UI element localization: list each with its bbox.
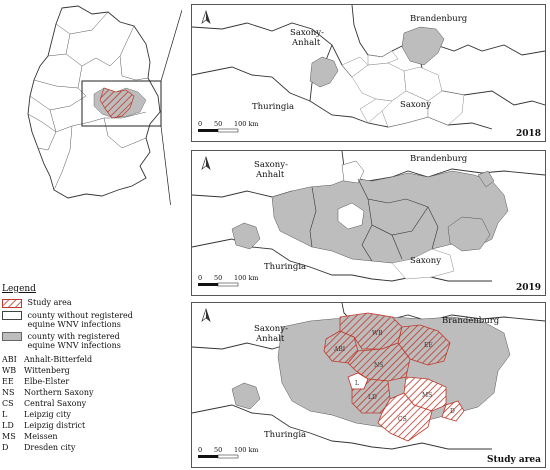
svg-text:0: 0 [198, 446, 202, 454]
svg-text:100 km: 100 km [234, 120, 259, 128]
overview-extent-frame [81, 80, 162, 127]
legend-item-study-area: Study area [2, 298, 72, 308]
label-saxony-anhalt-1: Saxony- [254, 160, 288, 170]
grey-county-west [231, 382, 261, 410]
grey-county-swatch [2, 332, 22, 341]
label-saxony-anhalt-1: Saxony- [254, 324, 288, 334]
map-panel-2018: Saxony- Anhalt Brandenburg Thuringia Sax… [191, 4, 546, 142]
abbr-ee: EE Elbe-Elster [2, 377, 70, 386]
svg-text:50: 50 [214, 120, 222, 128]
legend-label-grey-1: county with registered [27, 332, 120, 341]
germany-overview-map [27, 5, 182, 205]
white-county-swatch [2, 311, 22, 320]
label-cs: CS [398, 416, 407, 423]
legend-label-grey-2: equine WNV infections [27, 341, 121, 350]
svg-text:100 km: 100 km [234, 274, 259, 282]
legend-label-white-2: equine WNV infections [27, 320, 121, 329]
abbr-l: L Leipzig city [2, 410, 71, 419]
label-saxony-anhalt-1: Saxony- [290, 28, 324, 38]
label-saxony-anhalt-2: Anhalt [255, 334, 285, 344]
map-panel-2019: Saxony- Anhalt Brandenburg Thuringia Sax… [191, 150, 546, 296]
label-ns: NS [374, 362, 383, 369]
year-label-2019: 2019 [515, 283, 541, 293]
district-d [441, 400, 465, 422]
svg-text:0: 0 [198, 120, 202, 128]
abbr-abi: ABI Anhalt-Bitterfeld [2, 355, 93, 364]
abbr-ld: LD Leipzig district [2, 421, 86, 430]
abbr-ns: NS Northern Saxony [2, 388, 94, 397]
year-label-study-area: Study area [487, 455, 541, 465]
north-arrow-icon [201, 9, 211, 24]
label-thuringia: Thuringia [264, 430, 306, 440]
north-arrow-icon [201, 307, 211, 322]
abbr-ms: MS Meissen [2, 432, 58, 441]
district-ns [347, 342, 411, 382]
legend-item-grey-county: county with registered equine WNV infect… [2, 332, 121, 350]
label-d: D [450, 408, 455, 415]
scale-bar: 0 50 100 km [198, 446, 259, 459]
svg-text:50: 50 [214, 274, 222, 282]
county-outlines [341, 50, 465, 128]
grey-county-ne [477, 170, 495, 188]
label-ms: MS [422, 392, 432, 399]
abbr-wb: WB Wittenberg [2, 366, 70, 375]
map-panel-study-area: ABI WB EE NS L LD MS CS D Saxony- Anhalt… [191, 302, 546, 468]
overview-study-area [99, 87, 135, 119]
legend-title: Legend [2, 284, 36, 294]
legend: Legend Study area county without registe… [2, 284, 184, 470]
abbr-cs: CS Central Saxony [2, 399, 87, 408]
grey-county-west [231, 222, 261, 250]
grey-county-east [447, 216, 491, 252]
study-area-districts [323, 312, 465, 442]
svg-text:50: 50 [214, 446, 222, 454]
label-wb: WB [372, 330, 383, 337]
grey-county-ee [401, 26, 445, 66]
north-arrow-icon [201, 155, 211, 170]
legend-item-white-county: county without registered equine WNV inf… [2, 311, 133, 329]
scale-bar: 0 50 100 km [198, 274, 259, 287]
label-saxony-anhalt-2: Anhalt [291, 38, 321, 48]
svg-text:0: 0 [198, 274, 202, 282]
label-brandenburg: Brandenburg [410, 14, 468, 24]
white-county-center [337, 202, 365, 230]
label-brandenburg: Brandenburg [410, 154, 468, 164]
district-cs [377, 392, 433, 442]
year-label-2018: 2018 [515, 129, 541, 139]
label-ld: LD [368, 394, 377, 401]
label-ee: EE [424, 342, 433, 349]
legend-label-study-area: Study area [27, 298, 72, 307]
white-county-north [341, 160, 365, 184]
label-saxony: Saxony [400, 100, 431, 110]
label-brandenburg: Brandenburg [442, 316, 500, 326]
label-thuringia: Thuringia [264, 262, 306, 272]
label-saxony: Saxony [410, 256, 441, 266]
scale-bar: 0 50 100 km [198, 120, 259, 133]
grey-county-saxony-anhalt [309, 56, 339, 88]
label-thuringia: Thuringia [252, 102, 294, 112]
label-abi: ABI [333, 346, 346, 353]
legend-label-white-1: county without registered [27, 311, 133, 320]
svg-text:100 km: 100 km [234, 446, 259, 454]
label-l: L [355, 380, 359, 387]
abbr-d: D Dresden city [2, 443, 76, 452]
label-saxony-anhalt-2: Anhalt [255, 170, 285, 180]
study-area-swatch [2, 298, 22, 308]
